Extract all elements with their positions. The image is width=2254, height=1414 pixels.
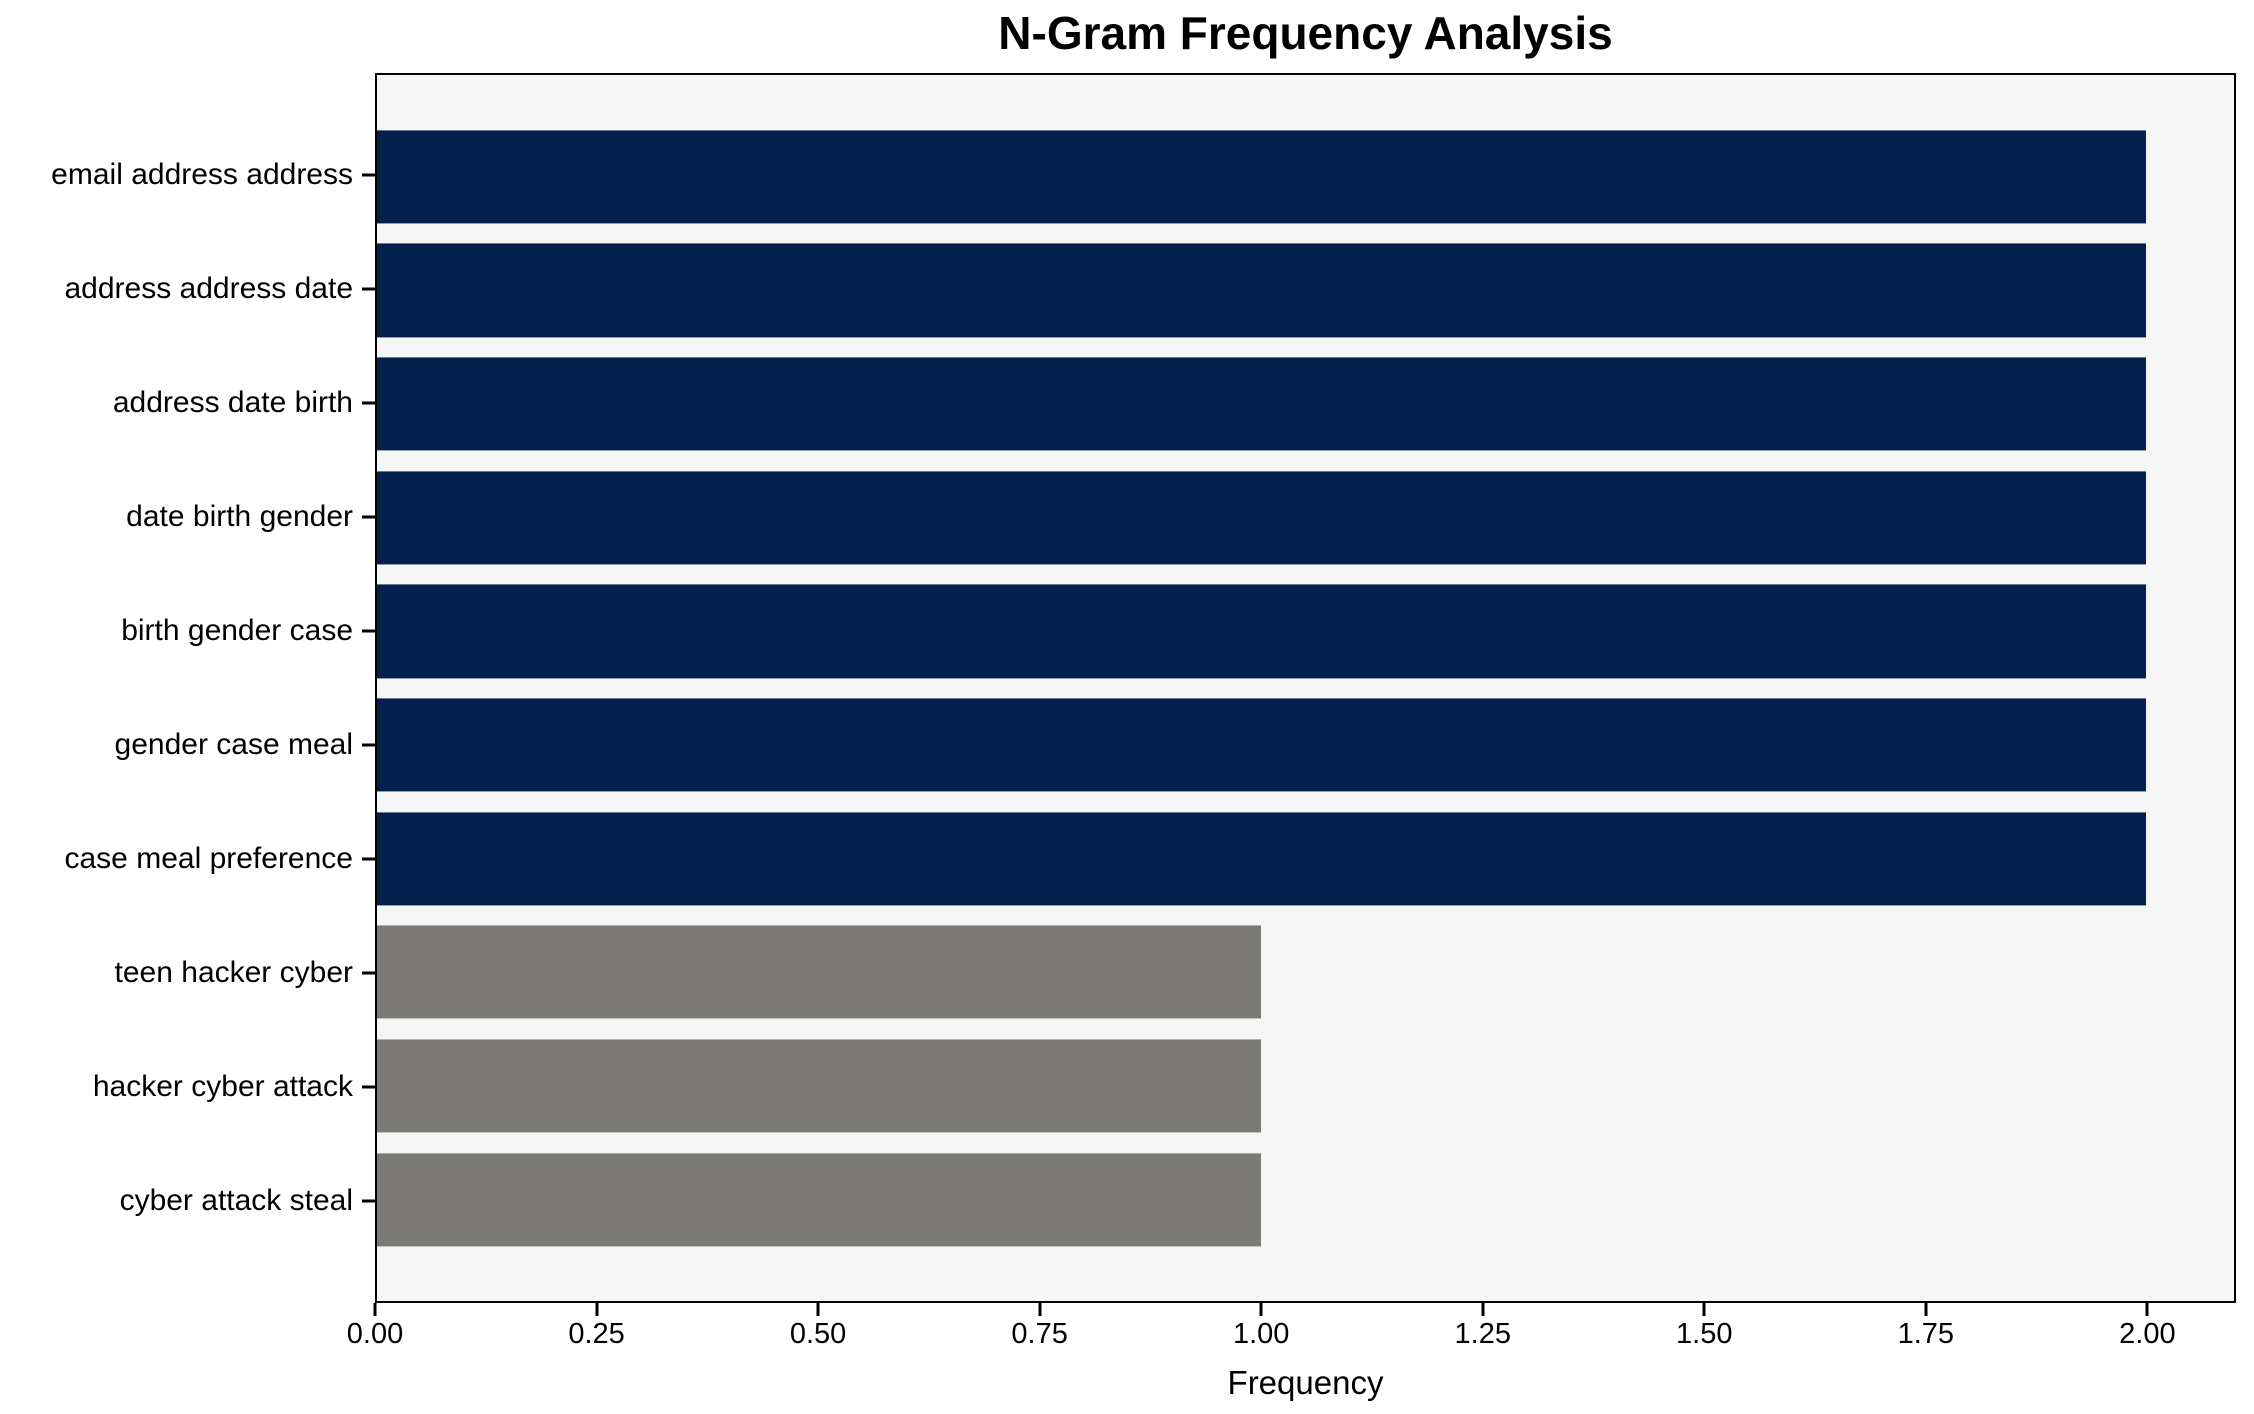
y-tick-mark xyxy=(362,401,375,405)
x-tick-mark xyxy=(1259,1303,1263,1316)
x-axis-label: Frequency xyxy=(1227,1364,1384,1401)
x-tick-label: 0.50 xyxy=(789,1318,847,1350)
bar xyxy=(377,471,2146,565)
bar xyxy=(377,243,2146,337)
y-tick-label: birth gender case xyxy=(121,614,353,648)
x-tick-mark xyxy=(1481,1303,1485,1316)
x-tick-mark xyxy=(595,1303,599,1316)
x-tick-mark xyxy=(1038,1303,1042,1316)
y-tick-mark xyxy=(362,287,375,291)
x-tick-mark xyxy=(2145,1303,2149,1316)
y-axis-labels: email address address address address dat… xyxy=(0,73,353,1303)
y-tick-mark xyxy=(362,971,375,975)
x-tick-label: 0.25 xyxy=(568,1318,625,1350)
y-tick-label: case meal preference xyxy=(64,842,354,876)
x-tick-label: 0.75 xyxy=(1011,1318,1068,1350)
y-tick-label: address address date xyxy=(64,272,353,306)
y-tick-mark xyxy=(362,1085,375,1089)
chart-title: N-Gram Frequency Analysis xyxy=(998,7,1613,59)
x-tick-label: 2.00 xyxy=(2119,1318,2176,1350)
bar xyxy=(377,584,2146,678)
y-tick-label: address date birth xyxy=(112,386,353,420)
y-tick-label: teen hacker cyber xyxy=(114,956,353,990)
x-tick-label: 1.25 xyxy=(1454,1318,1511,1350)
bar xyxy=(377,1039,1262,1133)
x-axis-tick-labels: 0.00 0.25 0.50 0.75 1.00 1.25 1.50 1.75 2.00 xyxy=(347,1318,2236,1358)
y-tick-mark xyxy=(362,173,375,177)
y-tick-mark xyxy=(362,1199,375,1203)
y-tick-label: email address address xyxy=(51,158,353,192)
x-tick-label: 0.00 xyxy=(346,1318,404,1350)
y-tick-mark xyxy=(362,857,375,861)
bar xyxy=(377,130,2146,224)
bar xyxy=(377,1153,1262,1247)
bar xyxy=(377,698,2146,792)
y-tick-label: date birth gender xyxy=(126,500,353,534)
y-tick-label: hacker cyber attack xyxy=(92,1070,353,1104)
y-tick-mark xyxy=(362,629,375,633)
x-axis-tick-marks xyxy=(373,1303,2236,1317)
bar xyxy=(377,357,2146,451)
x-tick-label: 1.75 xyxy=(1897,1318,1955,1350)
x-tick-mark xyxy=(373,1303,377,1316)
bar xyxy=(377,925,1262,1019)
x-tick-mark xyxy=(1702,1303,1706,1316)
y-tick-mark xyxy=(362,515,375,519)
y-tick-label: gender case meal xyxy=(114,728,353,762)
x-tick-label: 1.00 xyxy=(1232,1318,1290,1350)
plot-area xyxy=(375,73,2236,1303)
x-tick-mark xyxy=(816,1303,820,1316)
y-tick-label: cyber attack steal xyxy=(119,1184,353,1218)
y-tick-mark xyxy=(362,743,375,747)
y-axis-tick-marks xyxy=(362,73,375,1303)
x-tick-label: 1.50 xyxy=(1676,1318,1733,1350)
bar xyxy=(377,812,2146,906)
x-tick-mark xyxy=(1924,1303,1928,1316)
